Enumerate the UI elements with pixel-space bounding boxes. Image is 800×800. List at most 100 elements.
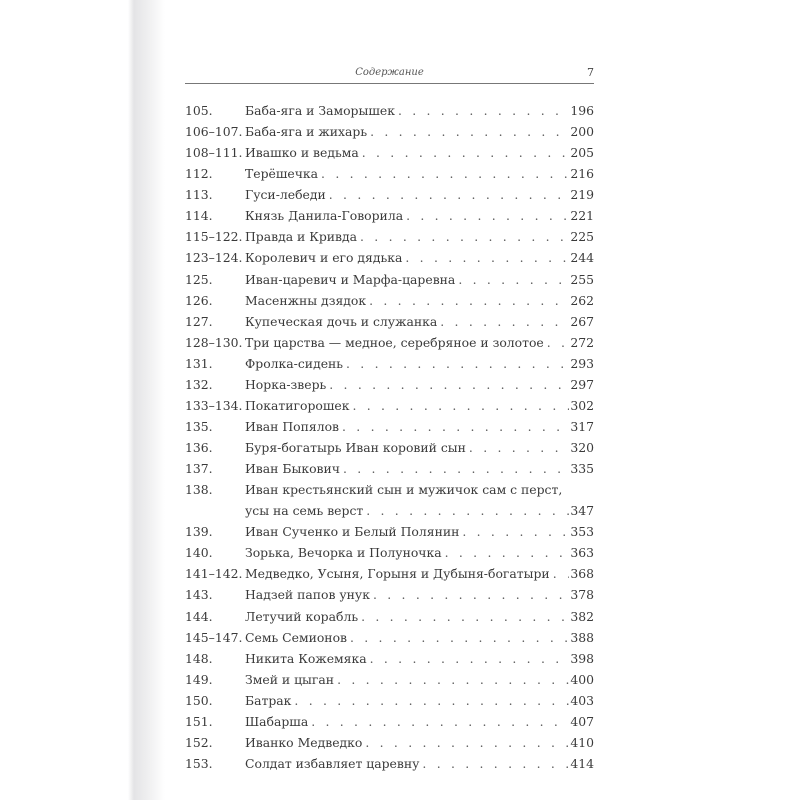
entry-title: Гуси-лебеди (245, 187, 326, 203)
entry-page: 302 (570, 397, 594, 413)
entry-page: 200 (570, 124, 594, 140)
entry-number: 113. (185, 187, 213, 203)
entry-page: 398 (570, 650, 594, 666)
entry-page: 272 (570, 334, 594, 350)
toc-entry: 132. Норка-зверь 297 (185, 374, 594, 395)
entry-page: 410 (570, 734, 594, 750)
entry-title: Фролка-сидень (245, 355, 344, 371)
toc-entry: усы на семь верст 347 (185, 500, 594, 521)
entry-page: 407 (570, 713, 594, 729)
dot-leader (349, 395, 569, 416)
dot-leader (318, 163, 569, 184)
book-page: Содержание 7 105. Баба-яга и Заморышек 196… (185, 62, 594, 774)
entry-number: 149. (185, 671, 213, 687)
dot-leader (419, 753, 569, 774)
entry-page: 255 (570, 271, 594, 287)
entry-title: Зорька, Вечорка и Полуночка (245, 545, 442, 561)
toc-entry: 153. Солдат избавляет царевну 414 (185, 753, 594, 774)
entry-title: Терёшечка (245, 166, 319, 182)
entry-number: 114. (185, 208, 213, 224)
dot-leader (339, 416, 569, 437)
toc-entry: 113. Гуси-лебеди 219 (185, 184, 594, 205)
toc-entry: 145–147.Семь Семионов 388 (185, 627, 594, 648)
entry-page: 225 (570, 229, 594, 245)
toc-entry: 150. Батрак 403 (185, 690, 594, 711)
table-of-contents: 105. Баба-яга и Заморышек 196 106–107.Баба-… (185, 100, 594, 774)
toc-entry: 126. Масенжны дзядок 262 (185, 290, 594, 311)
entry-title: Медведко, Усыня, Горыня и Дубыня-богатыр… (245, 566, 550, 582)
entry-title: Летучий корабль (245, 608, 359, 624)
entry-page: 317 (570, 418, 594, 434)
entry-number: 139. (185, 524, 213, 540)
dot-leader (357, 226, 569, 247)
dot-leader (395, 100, 569, 121)
entry-title: Норка-зверь (245, 376, 327, 392)
entry-title: Солдат избавляет царевну (245, 755, 420, 771)
dot-leader (334, 669, 569, 690)
dot-leader (544, 332, 570, 353)
toc-entry: 114. Князь Данила-Говорила 221 (185, 205, 594, 226)
toc-entry: 143. Надзей папов унук 378 (185, 584, 594, 605)
dot-leader (366, 290, 569, 311)
entry-page: 216 (570, 166, 594, 182)
entry-number: 126. (185, 292, 213, 308)
toc-entry: 151. Шабарша 407 (185, 711, 594, 732)
entry-number: 138. (185, 482, 213, 498)
dot-leader (347, 627, 569, 648)
dot-leader (326, 184, 570, 205)
page-number: 7 (587, 66, 594, 79)
toc-entry: 138. Иван крестьянский сын и мужичок сам … (185, 479, 594, 500)
dot-leader (343, 353, 569, 374)
dot-leader (359, 142, 570, 163)
running-header: Содержание 7 (185, 62, 594, 82)
dot-leader (370, 584, 569, 605)
toc-entry: 112. Терёшечка 216 (185, 163, 594, 184)
entry-page: 320 (570, 440, 594, 455)
toc-entry: 115–122.Правда и Кривда 225 (185, 226, 594, 247)
dot-leader (363, 500, 569, 521)
entry-page: 267 (570, 313, 594, 329)
entry-title: Иван Быкович (245, 461, 340, 477)
entry-page: 347 (570, 503, 594, 519)
toc-entry: 149. Змей и цыган 400 (185, 669, 594, 690)
entry-page: 219 (570, 187, 594, 203)
entry-number: 145–147. (185, 629, 243, 645)
entry-number (185, 500, 245, 521)
entry-title: Три царства — медное, серебряное и золот… (245, 334, 544, 350)
dot-leader (402, 247, 569, 268)
toc-entry: 128–130. Три царства — медное, серебряное… (185, 332, 594, 353)
dot-leader (437, 311, 569, 332)
entry-title: Ивашко и ведьма (245, 145, 359, 161)
toc-entry: 125. Иван-царевич и Марфа-царевна 255 (185, 269, 594, 290)
entry-number: 115–122. (185, 229, 243, 245)
entry-number: 128–130. (185, 334, 243, 350)
entry-page: 403 (570, 692, 594, 708)
entry-number: 125. (185, 271, 213, 287)
dot-leader (403, 205, 569, 226)
entry-number: 132. (185, 376, 213, 392)
dot-leader (550, 563, 570, 584)
entry-page: 368 (570, 566, 594, 582)
toc-entry: 108–111.Ивашко и ведьма 205 (185, 142, 594, 163)
entry-title: Иван крестьянский сын и мужичок сам с пе… (245, 482, 563, 498)
entry-number: 148. (185, 650, 213, 666)
entry-number: 153. (185, 755, 213, 771)
entry-number: 135. (185, 418, 213, 434)
entry-page: 414 (570, 755, 594, 771)
entry-number: 150. (185, 692, 213, 708)
entry-number: 112. (185, 166, 213, 182)
entry-title: Королевич и его дядька (245, 250, 403, 266)
entry-number: 136. (185, 440, 213, 455)
entry-title: Батрак (245, 692, 292, 708)
entry-number: 106–107. (185, 124, 243, 140)
entry-page: 400 (570, 671, 594, 687)
entry-title: Покатигорошек (245, 397, 350, 413)
entry-number: 123–124. (185, 250, 243, 266)
entry-title: Шабарша (245, 713, 309, 729)
page-gutter-shadow (0, 0, 165, 800)
entry-title: Змей и цыган (245, 671, 335, 687)
entry-number: 133–134. (185, 397, 243, 413)
entry-page: 353 (570, 524, 594, 540)
entry-page: 297 (570, 376, 594, 392)
entry-title: Никита Кожемяка (245, 650, 367, 666)
